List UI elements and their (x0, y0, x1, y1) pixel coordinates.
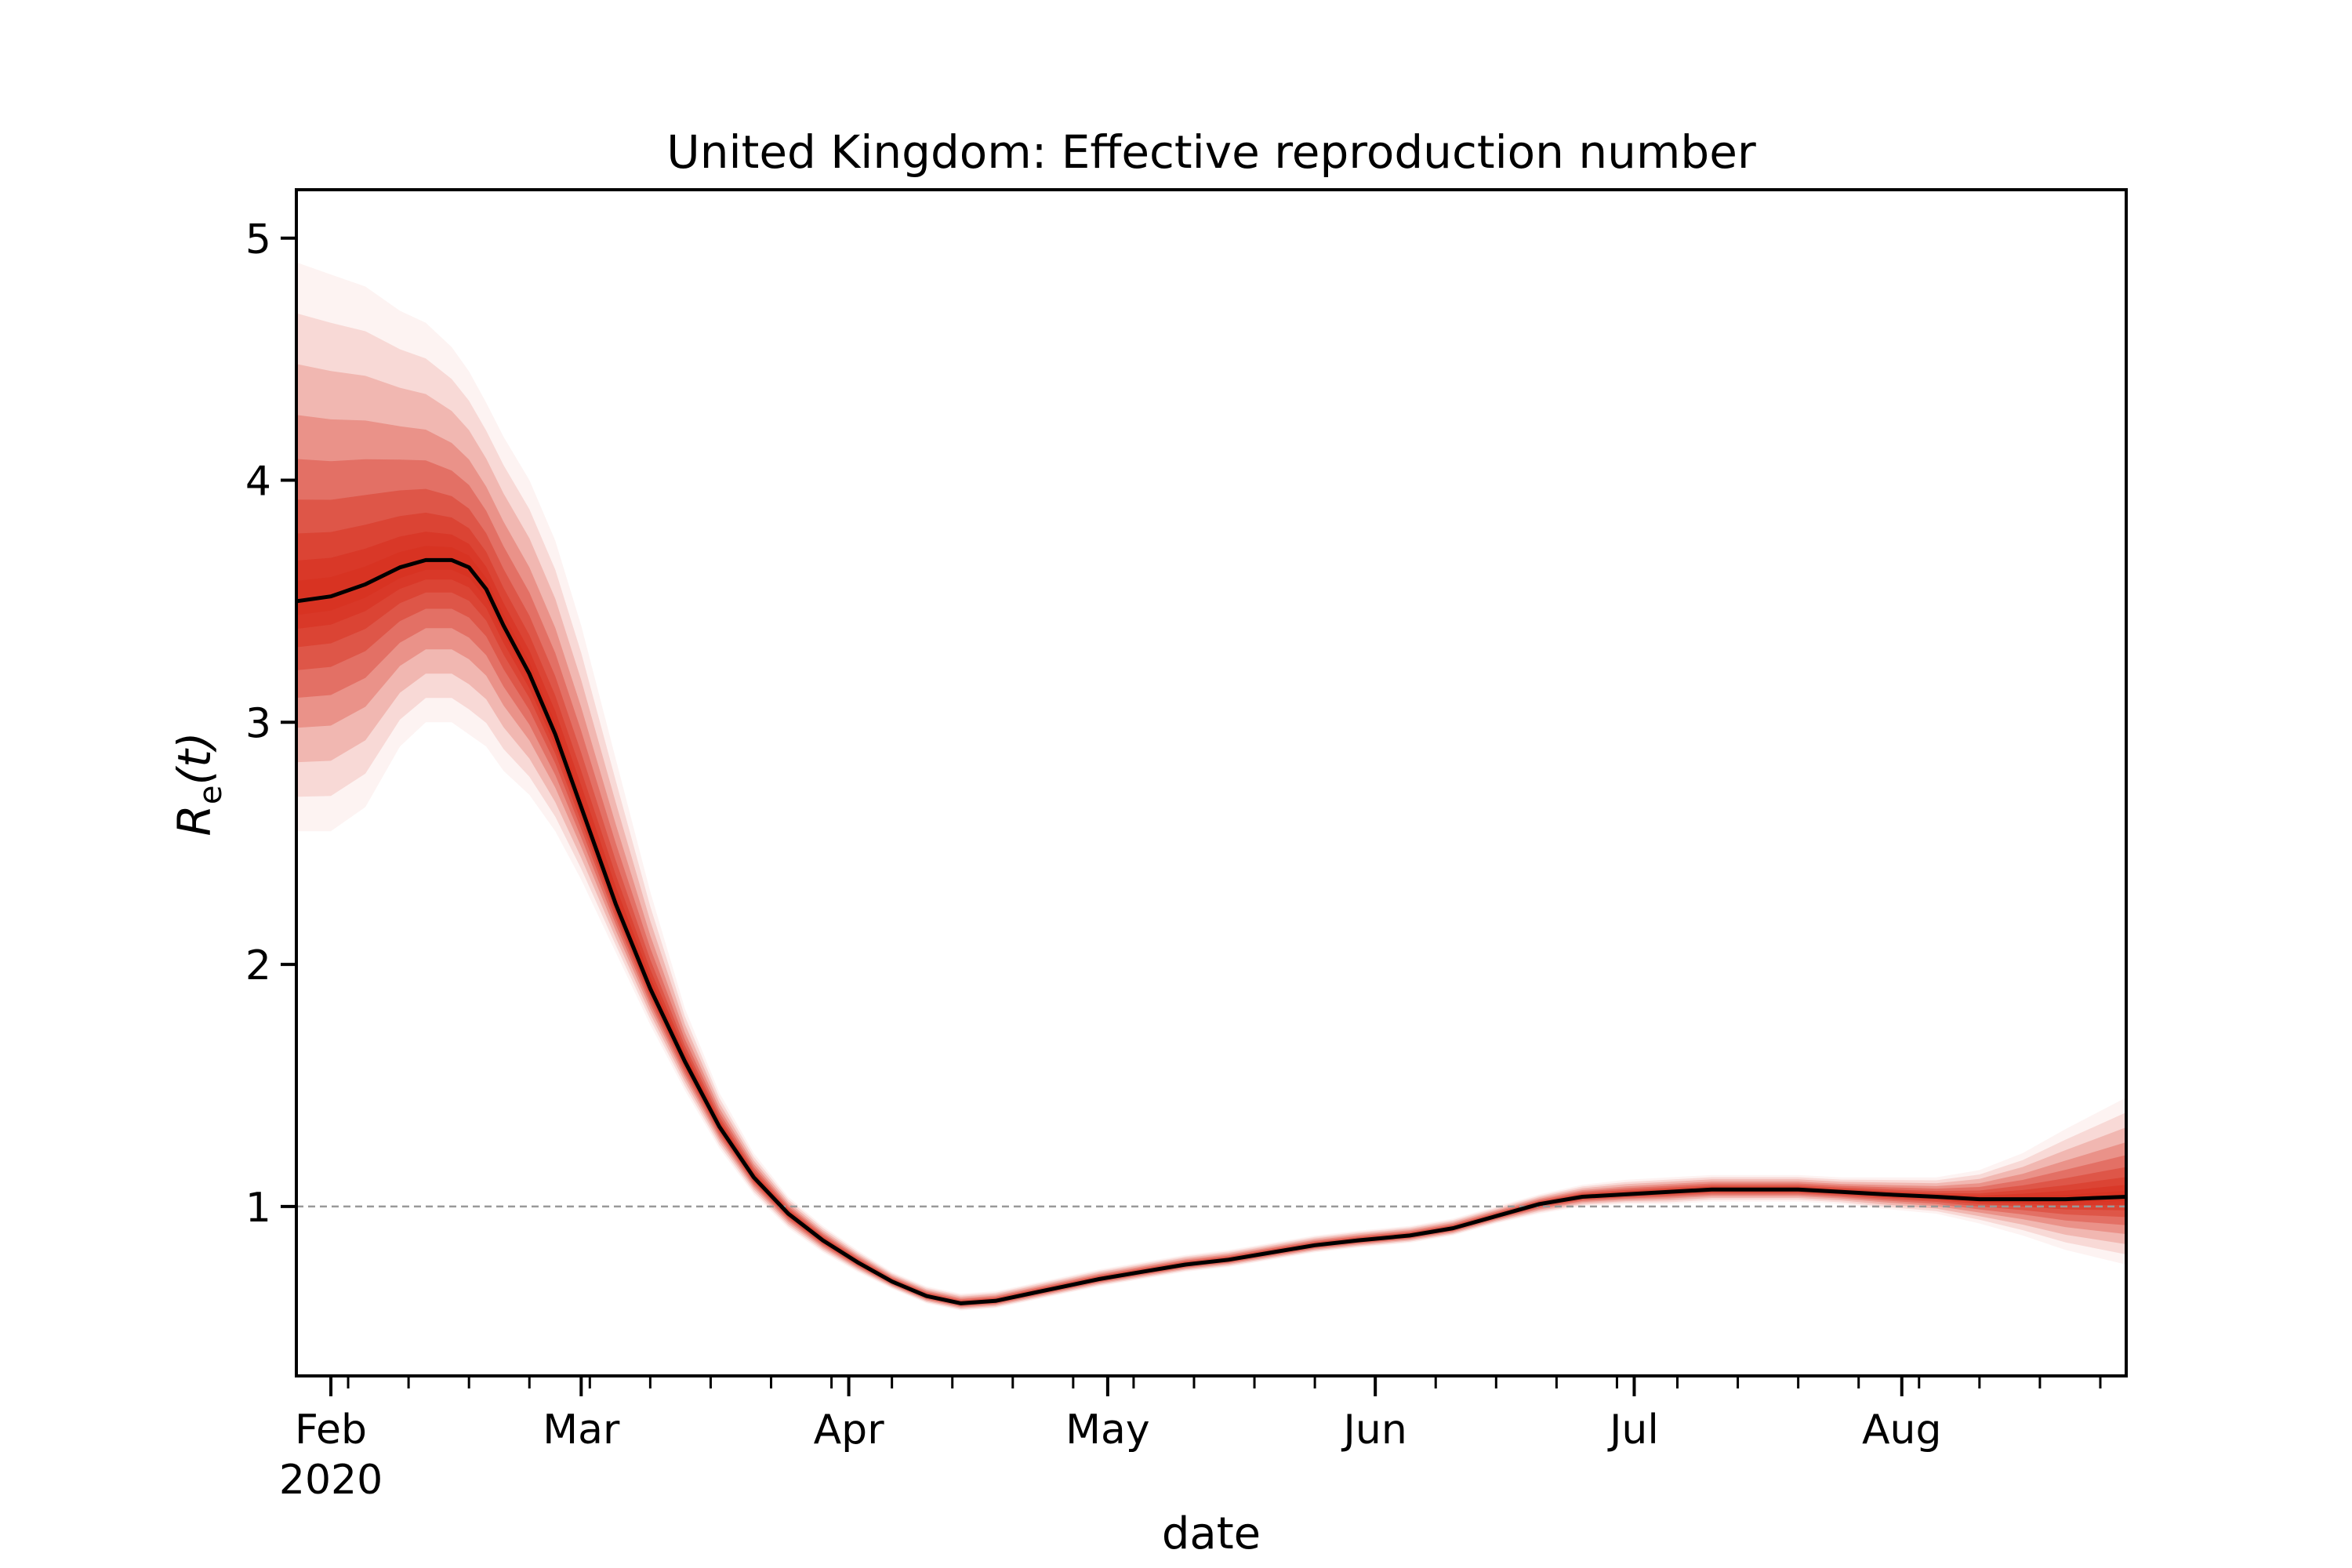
y-tick-label: 1 (245, 1185, 271, 1232)
y-tick-label: 3 (245, 700, 271, 747)
plot-frame (295, 188, 2128, 1377)
y-axis-label-symbol: R (168, 804, 221, 836)
y-axis-label: Re(t) (168, 732, 229, 837)
x-tick-year-label: 2020 (279, 1457, 383, 1504)
y-tick-label: 5 (245, 216, 271, 263)
x-tick-label: Jun (1341, 1406, 1407, 1454)
y-tick-label: 2 (245, 942, 271, 989)
chart-title: United Kingdom: Effective reproduction n… (666, 125, 1756, 179)
median-line (296, 557, 2127, 1305)
x-tick-label: Apr (814, 1406, 885, 1454)
y-axis: 1 2 3 4 5 (245, 216, 296, 1232)
uncertainty-band (296, 262, 2126, 1311)
band-layer-2 (296, 313, 2126, 1310)
x-tick-label: Aug (1862, 1406, 1942, 1454)
x-tick-label: May (1065, 1406, 1150, 1454)
y-axis-label-subscript: e (193, 786, 229, 805)
band-layer-5 (296, 459, 2126, 1307)
x-tick-label: Feb (295, 1406, 367, 1454)
band-layer-4 (296, 415, 2126, 1308)
x-tick-label: Mar (543, 1406, 620, 1454)
y-tick-label: 4 (245, 459, 271, 506)
band-layer-3 (296, 364, 2126, 1308)
x-axis-label: date (1162, 1508, 1261, 1559)
y-axis-label-argument: (t) (168, 732, 221, 786)
x-tick-label: Jul (1607, 1406, 1659, 1454)
